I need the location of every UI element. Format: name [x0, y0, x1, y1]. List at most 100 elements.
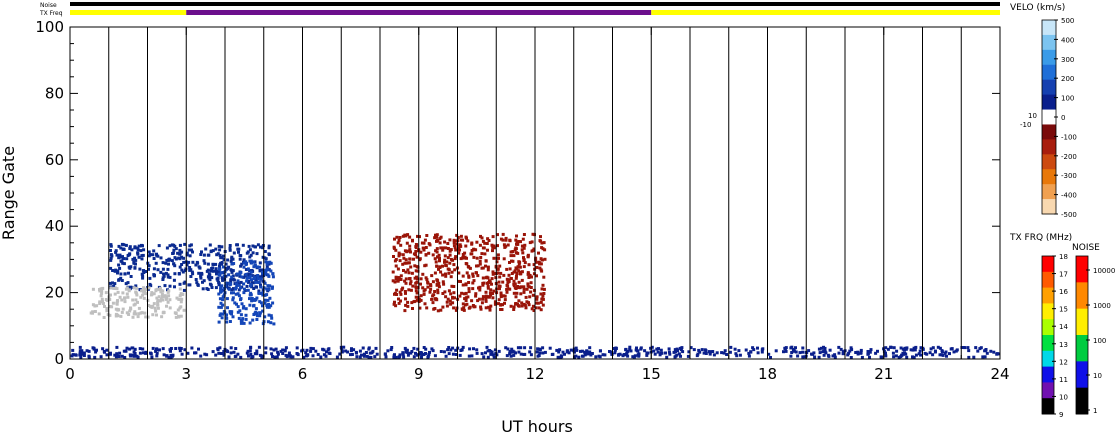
echo-cell [435, 283, 439, 287]
echo-cell [409, 351, 413, 355]
echo-cell [219, 305, 223, 309]
echo-cell [295, 346, 299, 350]
echo-cell [121, 247, 125, 251]
echo-cell [412, 355, 416, 359]
echo-cell [119, 259, 123, 263]
echo-cell [156, 306, 160, 310]
echo-cell [252, 281, 256, 285]
echo-cell [108, 298, 112, 301]
echo-cell [74, 353, 78, 357]
echo-cell [493, 300, 497, 304]
echo-cell [141, 347, 145, 351]
echo-cell [181, 270, 185, 274]
echo-cell [159, 270, 163, 274]
echo-cell [155, 354, 159, 358]
echo-cell [248, 297, 251, 301]
echo-cell [397, 297, 400, 301]
echo-cell [182, 256, 186, 260]
echo-cell [499, 291, 503, 295]
echo-cell [116, 290, 120, 294]
echo-cell [522, 256, 525, 260]
echo-cell [95, 348, 98, 352]
echo-cell [195, 281, 199, 285]
echo-cell [673, 348, 677, 352]
echo-cell [399, 299, 402, 303]
echo-cell [265, 293, 269, 297]
echo-cell [234, 287, 237, 291]
echo-cell [271, 301, 275, 305]
echo-cell [409, 288, 413, 292]
echo-cell [221, 265, 225, 269]
echo-cell [468, 266, 472, 270]
echo-cell [217, 283, 221, 287]
echo-cell [232, 350, 236, 354]
echo-cell [319, 355, 323, 359]
noise-tick-label: 10 [1093, 372, 1102, 380]
echo-cell [258, 265, 262, 269]
echo-cell [453, 246, 457, 250]
echo-cell [157, 295, 161, 299]
echo-cell [152, 302, 156, 306]
txfreq-tick-label: 11 [1059, 376, 1068, 384]
echo-cell [174, 312, 178, 315]
echo-cell [424, 246, 428, 249]
echo-cell [255, 318, 259, 321]
echo-cell [267, 268, 271, 272]
echo-cell [427, 352, 431, 356]
echo-cell [191, 272, 195, 276]
echo-cell [109, 253, 113, 257]
echo-cell [352, 348, 356, 352]
echo-cell [483, 252, 487, 256]
echo-cell [490, 277, 494, 281]
echo-cell [423, 288, 427, 292]
echo-cell [123, 356, 127, 359]
echo-cell [203, 352, 207, 356]
echo-cell [401, 351, 405, 355]
echo-cell [747, 351, 751, 355]
echo-cell [426, 285, 430, 289]
echo-cell [187, 260, 191, 264]
echo-cell [125, 346, 129, 350]
echo-cell [416, 269, 420, 273]
velocity-tick-label: 0 [1061, 114, 1065, 122]
echo-cell [136, 300, 139, 304]
echo-cell [264, 257, 268, 261]
echo-cell [414, 285, 418, 289]
echo-cell [539, 308, 543, 312]
echo-cell [182, 260, 186, 264]
echo-cell [579, 349, 582, 353]
echo-cell [569, 348, 573, 352]
noise-colorbar [1075, 255, 1089, 415]
echo-cell [263, 281, 267, 285]
echo-cell [248, 269, 252, 273]
echo-cell [166, 300, 170, 304]
echo-cell [117, 256, 121, 260]
echo-cell [242, 291, 246, 295]
echo-cell [249, 253, 253, 257]
echo-cell [712, 353, 716, 357]
echo-cell [98, 289, 102, 293]
echo-cell [818, 351, 822, 355]
echo-cell [113, 282, 117, 286]
echo-cell [274, 347, 278, 351]
echo-cell [267, 252, 271, 256]
echo-cell [179, 314, 183, 318]
echo-cell [259, 245, 262, 249]
echo-cell [433, 290, 437, 293]
echo-region-1 [217, 259, 276, 326]
echo-cell [252, 304, 255, 308]
echo-cell [261, 246, 265, 250]
echo-cell [218, 264, 221, 268]
echo-cell [309, 346, 313, 350]
echo-cell [405, 241, 409, 245]
echo-cell [446, 348, 450, 352]
echo-cell [412, 346, 416, 350]
echo-cell [674, 354, 678, 358]
echo-cell [498, 264, 502, 268]
velocity-colorbar-swatch [1042, 34, 1056, 51]
echo-cell [158, 299, 162, 303]
echo-cell [496, 233, 499, 237]
echo-cell [495, 256, 499, 260]
echo-cell [577, 355, 581, 359]
echo-cell [512, 308, 516, 311]
